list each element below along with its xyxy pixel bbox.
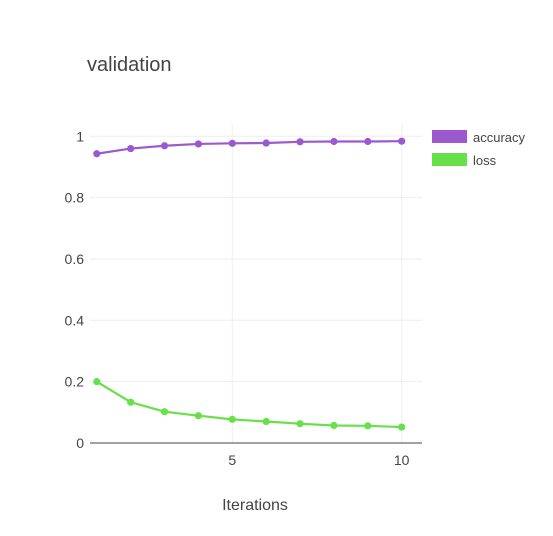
legend: accuracy loss — [432, 130, 526, 168]
data-point-loss — [194, 412, 203, 420]
legend-label-loss[interactable]: loss — [473, 153, 497, 168]
data-point-accuracy — [262, 139, 270, 147]
data-point-loss — [398, 423, 406, 431]
data-point-accuracy — [398, 137, 406, 145]
x-tick-label: 5 — [228, 452, 236, 468]
y-tick-label: 0 — [76, 435, 84, 451]
data-point-loss — [330, 421, 338, 430]
data-point-loss — [296, 420, 304, 428]
series-line-accuracy — [96, 140, 402, 155]
data-point-accuracy — [228, 139, 236, 147]
data-point-accuracy — [296, 138, 304, 146]
legend-swatch-accuracy[interactable] — [432, 130, 467, 143]
series-line-loss — [96, 380, 402, 429]
data-points — [93, 137, 406, 431]
data-point-loss — [364, 422, 372, 430]
data-point-accuracy — [93, 150, 101, 158]
data-point-loss — [228, 415, 236, 423]
grid-lines — [90, 124, 422, 443]
legend-swatch-loss[interactable] — [432, 153, 467, 166]
x-tick-label: 10 — [394, 452, 410, 468]
data-point-accuracy — [364, 137, 372, 146]
x-axis-title: Iterations — [222, 497, 288, 514]
data-point-loss — [262, 417, 270, 426]
y-tick-label: 0.6 — [65, 251, 85, 267]
y-tick-label: 0.2 — [65, 374, 85, 390]
data-point-loss — [127, 398, 135, 406]
legend-label-accuracy[interactable]: accuracy — [473, 130, 526, 145]
data-point-accuracy — [160, 142, 169, 150]
y-tick-label: 0.4 — [65, 312, 85, 328]
chart-title: validation — [87, 54, 172, 76]
y-tick-label: 0.8 — [65, 190, 85, 206]
data-point-accuracy — [127, 144, 135, 153]
tick-labels: 0 0.2 0.4 0.6 0.8 1 5 10 — [65, 128, 410, 468]
data-point-accuracy — [330, 137, 338, 146]
data-point-loss — [93, 378, 101, 386]
series-lines — [96, 140, 402, 429]
data-point-accuracy — [194, 140, 203, 148]
data-point-loss — [160, 408, 169, 416]
y-tick-label: 1 — [76, 128, 84, 144]
